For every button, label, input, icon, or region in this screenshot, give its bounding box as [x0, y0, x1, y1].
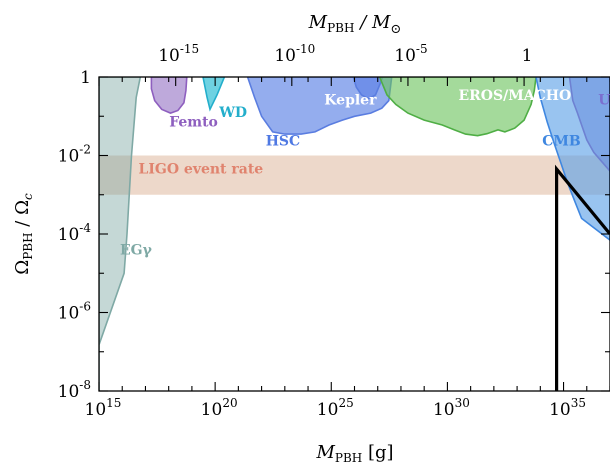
top-tick-label: 1 [522, 46, 533, 66]
y-tick-label: 10-8 [58, 378, 91, 402]
black-limit-line [554, 164, 610, 391]
top-axis-title: MPBH / M⊙ [308, 12, 402, 37]
top-tick-label: 10-5 [394, 42, 427, 66]
x-tick-label: 1035 [549, 396, 586, 420]
x-tick-label: 1015 [85, 396, 122, 420]
y-tick-label: 10-2 [58, 143, 91, 167]
label-wd: WD [218, 105, 247, 121]
region-wd [202, 77, 226, 112]
x-tick-label: 1030 [433, 396, 470, 420]
top-tick-label: 10-10 [274, 42, 315, 66]
label-cmb: CMB [542, 134, 581, 150]
label-hsc: HSC [266, 134, 300, 150]
label-ligo-event-rate: LIGO event rate [139, 161, 264, 177]
label-eg: EGγ [120, 243, 153, 259]
label-femto: Femto [169, 114, 218, 130]
label-ufd: UFD [598, 92, 610, 108]
region-femto [150, 77, 188, 114]
x-tick-label: 1025 [317, 396, 354, 420]
y-tick-label: 10-4 [58, 221, 92, 245]
label-eros-macho: EROS/MACHO [459, 88, 572, 104]
region-eros-macho [378, 77, 537, 137]
region-hsc [246, 77, 393, 135]
y-tick-label: 1 [80, 68, 91, 88]
x-axis-title: MPBH [g] [315, 442, 393, 465]
region-ligo-event-rate [99, 155, 610, 195]
y-axis-title: ΩPBH / Ωc [12, 193, 35, 275]
region-eg [99, 77, 142, 391]
top-tick-label: 10-15 [158, 42, 199, 66]
x-tick-label: 1020 [201, 396, 238, 420]
y-tick-label: 10-6 [58, 300, 91, 324]
label-kepler: Kepler [324, 92, 377, 108]
